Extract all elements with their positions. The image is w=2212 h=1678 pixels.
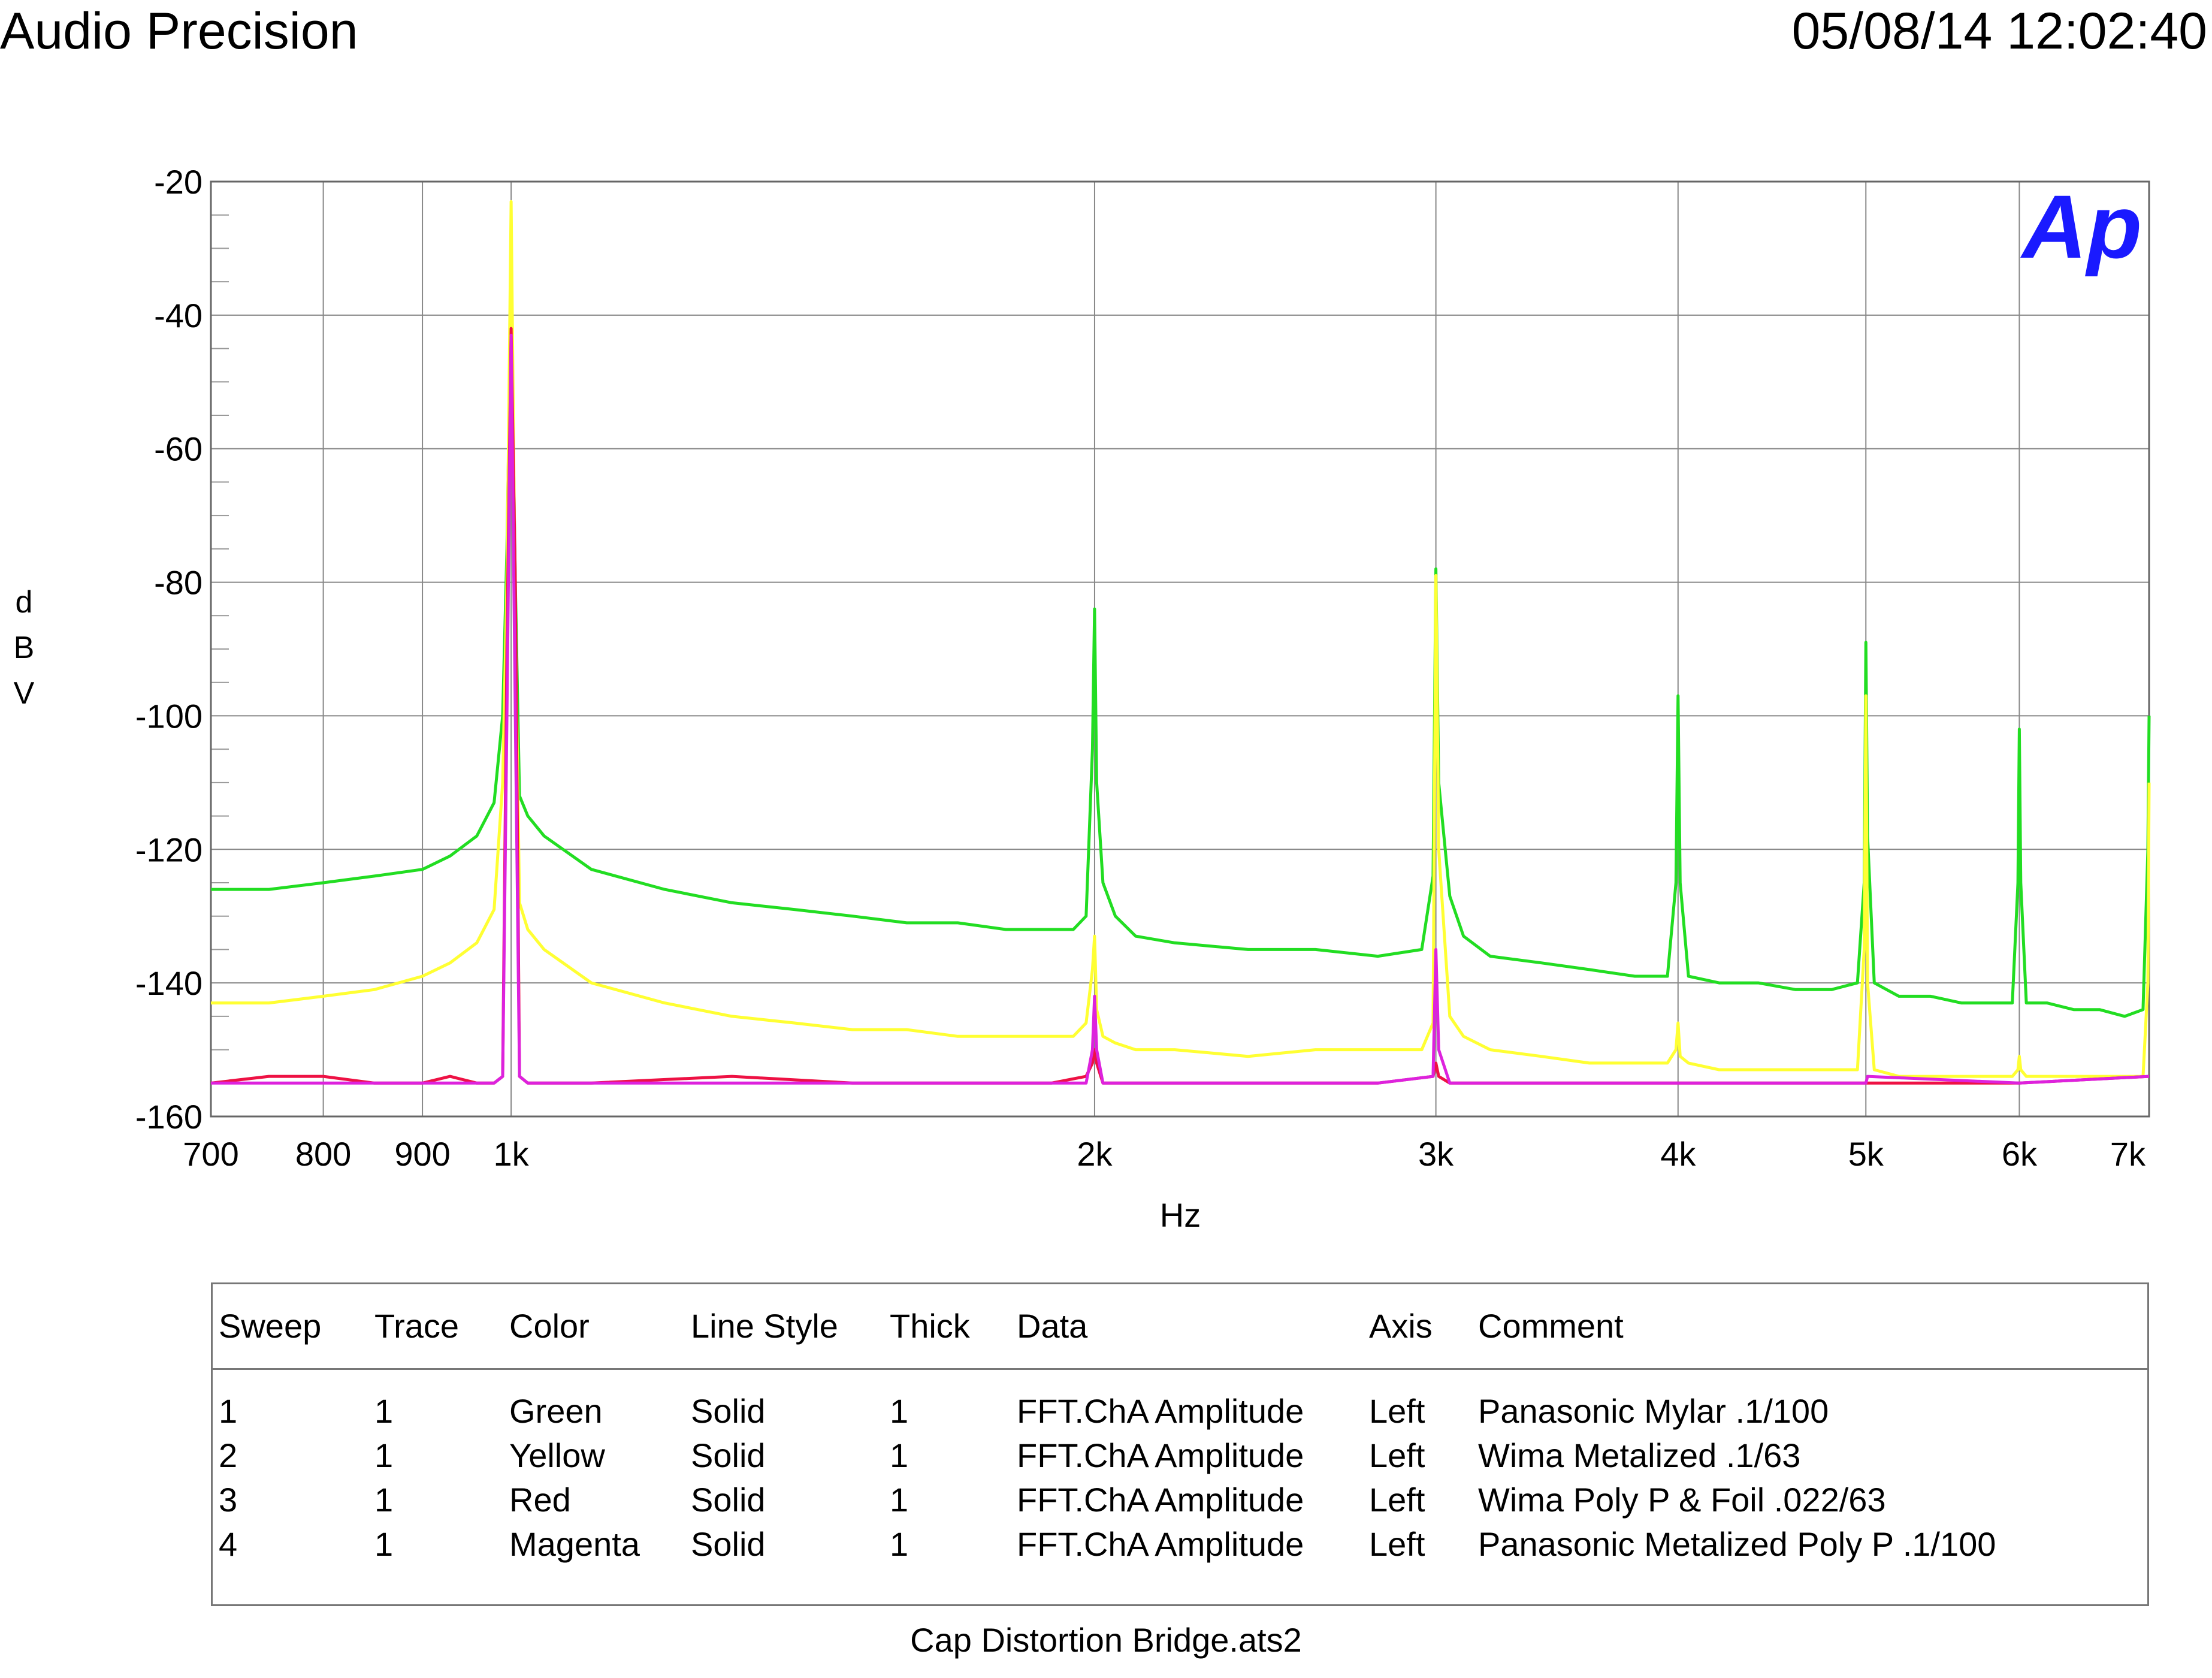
legend-row-3-cell: 3 xyxy=(219,1481,238,1519)
plot-area xyxy=(211,182,2149,1116)
legend-row-4-cell: Left xyxy=(1369,1525,1425,1563)
data-series xyxy=(210,200,2151,1085)
ap-logo-text: Ap xyxy=(2020,176,2142,277)
timestamp: 05/08/14 12:02:40 xyxy=(1791,2,2207,60)
legend-row-3-cell: FFT.ChA Amplitude xyxy=(1017,1481,1304,1519)
legend-row-2-cell: Left xyxy=(1369,1436,1425,1474)
legend-row-1-cell: Green xyxy=(509,1392,603,1430)
legend-row-4-cell: FFT.ChA Amplitude xyxy=(1017,1525,1304,1563)
series-line-4 xyxy=(211,333,2150,1085)
legend-header-cell: Trace xyxy=(374,1307,460,1345)
file-name: Cap Distortion Bridge.ats2 xyxy=(910,1621,1302,1659)
legend-header-cell: Comment xyxy=(1478,1307,1624,1345)
legend-header-cell: Axis xyxy=(1369,1307,1433,1345)
y-tick-label: -40 xyxy=(154,297,203,334)
y-tick-label: -140 xyxy=(135,964,203,1002)
legend-row-2-cell: 1 xyxy=(890,1436,909,1474)
x-axis-label: Hz xyxy=(1160,1196,1201,1234)
legend-header-cell: Color xyxy=(509,1307,590,1345)
legend-header-cell: Sweep xyxy=(219,1307,322,1345)
y-tick-label: -120 xyxy=(135,831,203,868)
legend-row-4-cell: 1 xyxy=(890,1525,909,1563)
legend-row-1-cell: Solid xyxy=(691,1392,766,1430)
legend-row-3-cell: Red xyxy=(509,1481,571,1519)
legend-row-1-cell: FFT.ChA Amplitude xyxy=(1017,1392,1304,1430)
legend-row-4-cell: 4 xyxy=(219,1525,238,1563)
legend-header-cell: Data xyxy=(1017,1307,1088,1345)
legend-row-4-cell: Panasonic Metalized Poly P .1/100 xyxy=(1478,1525,1996,1563)
legend-header-divider xyxy=(213,1368,2147,1370)
sweep-legend-table: Sweep Trace Color Line Style Thick Data Axis Co… xyxy=(211,1282,2149,1606)
legend-row-4-cell: Solid xyxy=(691,1525,766,1563)
legend-row-4-cell: Magenta xyxy=(509,1525,640,1563)
legend-row-3-cell: Left xyxy=(1369,1481,1425,1519)
ap-logo-icon: Ap xyxy=(2020,176,2142,277)
legend-row-4-cell: 1 xyxy=(374,1525,394,1563)
fft-amplitude-chart: -20 -40 -60 -80 -100 -120 -140 -160 700 800 900 1k… xyxy=(135,163,2151,1234)
legend-row-2-cell: FFT.ChA Amplitude xyxy=(1017,1436,1304,1474)
x-tick-label: 5k xyxy=(1848,1135,1884,1173)
x-tick-labels: 700 800 900 1k 2k 3k 4k 5k 6k 7k xyxy=(183,1135,2146,1173)
legend-row-2-cell: 1 xyxy=(374,1436,394,1474)
x-tick-label: 2k xyxy=(1077,1135,1113,1173)
legend-header-cell: Line Style xyxy=(691,1307,838,1345)
legend-row-2-cell: 2 xyxy=(219,1436,238,1474)
legend-row-1-cell: Left xyxy=(1369,1392,1425,1430)
x-tick-label: 900 xyxy=(394,1135,450,1173)
legend-row-3-cell: Solid xyxy=(691,1481,766,1519)
legend-row-1-cell: 1 xyxy=(890,1392,909,1430)
legend-row-2-cell: Wima Metalized .1/63 xyxy=(1478,1436,1801,1474)
series-line-2 xyxy=(211,200,2151,1078)
x-tick-label: 1k xyxy=(494,1135,530,1173)
x-tick-label: 700 xyxy=(183,1135,238,1173)
x-tick-label: 4k xyxy=(1660,1135,1696,1173)
x-tick-label: 800 xyxy=(295,1135,351,1173)
y-axis-label-d: d xyxy=(15,585,33,620)
y-tick-labels: -20 -40 -60 -80 -100 -120 -140 -160 xyxy=(135,163,203,1136)
app-title: Audio Precision xyxy=(0,2,358,60)
x-tick-label: 7k xyxy=(2110,1135,2146,1173)
y-tick-label: -20 xyxy=(154,163,203,201)
x-tick-label: 6k xyxy=(2002,1135,2038,1173)
legend-row-1-cell: 1 xyxy=(219,1392,238,1430)
legend-row-3-cell: 1 xyxy=(890,1481,909,1519)
legend-row-1-cell: 1 xyxy=(374,1392,394,1430)
plot-frame xyxy=(210,180,2150,1118)
y-minor-ticks xyxy=(211,214,229,1084)
legend-row-2-cell: Solid xyxy=(691,1436,766,1474)
y-tick-label: -160 xyxy=(135,1098,203,1136)
x-tick-label: 3k xyxy=(1418,1135,1454,1173)
legend-row-1-cell: Panasonic Mylar .1/100 xyxy=(1478,1392,1829,1430)
y-tick-label: -80 xyxy=(154,564,203,602)
legend-row-3-cell: 1 xyxy=(374,1481,394,1519)
y-tick-label: -100 xyxy=(135,697,203,735)
legend-row-2-cell: Yellow xyxy=(509,1436,605,1474)
y-tick-label: -60 xyxy=(154,430,203,468)
legend-header-cell: Thick xyxy=(890,1307,970,1345)
legend-row-3-cell: Wima Poly P & Foil .022/63 xyxy=(1478,1481,1886,1519)
y-axis-label-b: B xyxy=(13,630,35,665)
y-axis-label-v: V xyxy=(13,676,35,711)
